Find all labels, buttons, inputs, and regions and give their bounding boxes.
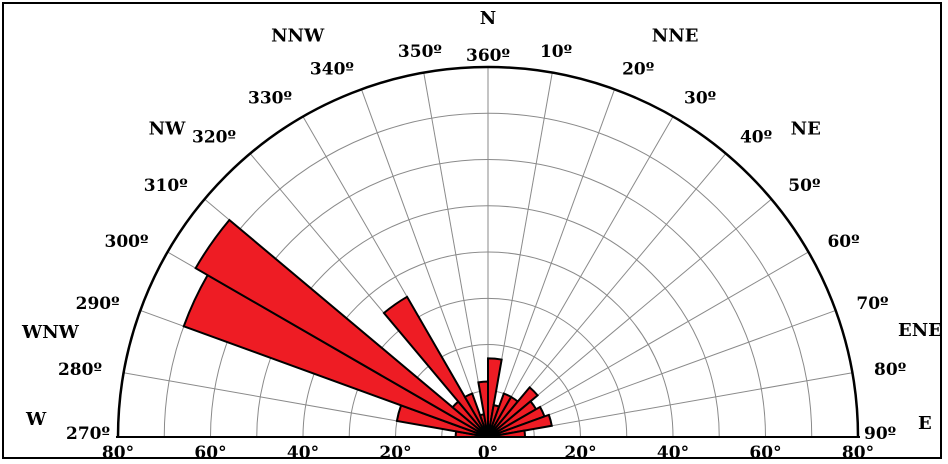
angle-label: 60º bbox=[827, 232, 859, 252]
direction-label: ENE bbox=[898, 320, 942, 341]
angle-label: 300º bbox=[105, 232, 149, 252]
direction-label: NNE bbox=[652, 26, 699, 47]
angle-label: 50º bbox=[788, 176, 820, 196]
radial-tick-label: 20° bbox=[564, 443, 596, 463]
angle-label: 320º bbox=[192, 128, 236, 148]
sectors bbox=[182, 218, 553, 438]
direction-label: NE bbox=[791, 118, 821, 139]
radial-tick-label: 40° bbox=[287, 443, 319, 463]
angle-label: 40º bbox=[740, 128, 772, 148]
direction-label: NNW bbox=[271, 26, 325, 47]
angle-label: 280º bbox=[58, 360, 102, 380]
direction-label: E bbox=[918, 413, 932, 434]
direction-label: W bbox=[25, 409, 47, 430]
direction-label: N bbox=[480, 8, 496, 29]
radial-tick-label: 80° bbox=[842, 443, 874, 463]
angle-label: 330º bbox=[248, 89, 292, 109]
angle-label: 90º bbox=[864, 424, 896, 444]
angle-label: 270º bbox=[66, 424, 110, 444]
direction-label: WNW bbox=[21, 322, 80, 343]
rose-sector bbox=[382, 295, 489, 438]
radial-tick-label: 60° bbox=[749, 443, 781, 463]
angle-label: 20º bbox=[622, 60, 654, 80]
rose-sector bbox=[487, 385, 540, 438]
radial-tick-label: 20° bbox=[379, 443, 411, 463]
angle-label: 70º bbox=[856, 294, 888, 314]
labels: 270º 280º 290º 300º 310º 320º 330º 340º 350º 360º… bbox=[21, 8, 942, 463]
outline bbox=[116, 65, 860, 438]
grid-radial-line bbox=[423, 72, 489, 438]
radial-tick-label: 40° bbox=[657, 443, 689, 463]
grid-radial-line bbox=[487, 89, 616, 438]
angle-label: 290º bbox=[76, 294, 120, 314]
radial-tick-label: 60° bbox=[194, 443, 226, 463]
radial-tick-label: 0° bbox=[478, 443, 498, 463]
radial-tick-label: 80° bbox=[102, 443, 134, 463]
angle-label: 350º bbox=[398, 42, 442, 62]
angle-label: 10º bbox=[540, 42, 572, 62]
direction-label: NW bbox=[149, 118, 186, 139]
grid-radial-line bbox=[360, 89, 489, 438]
angle-label: 80º bbox=[874, 360, 906, 380]
angle-label: 360º bbox=[466, 46, 510, 66]
angle-label: 340º bbox=[310, 60, 354, 80]
grid-radial-line bbox=[487, 251, 809, 438]
grid-radial-line bbox=[487, 116, 674, 438]
outer-arc bbox=[116, 65, 860, 438]
chart-frame bbox=[2, 2, 942, 459]
rose-sector bbox=[194, 218, 489, 438]
angle-label: 310º bbox=[144, 176, 188, 196]
angle-label: 30º bbox=[684, 89, 716, 109]
rose-sector bbox=[463, 392, 489, 438]
rose-sector bbox=[487, 413, 553, 438]
